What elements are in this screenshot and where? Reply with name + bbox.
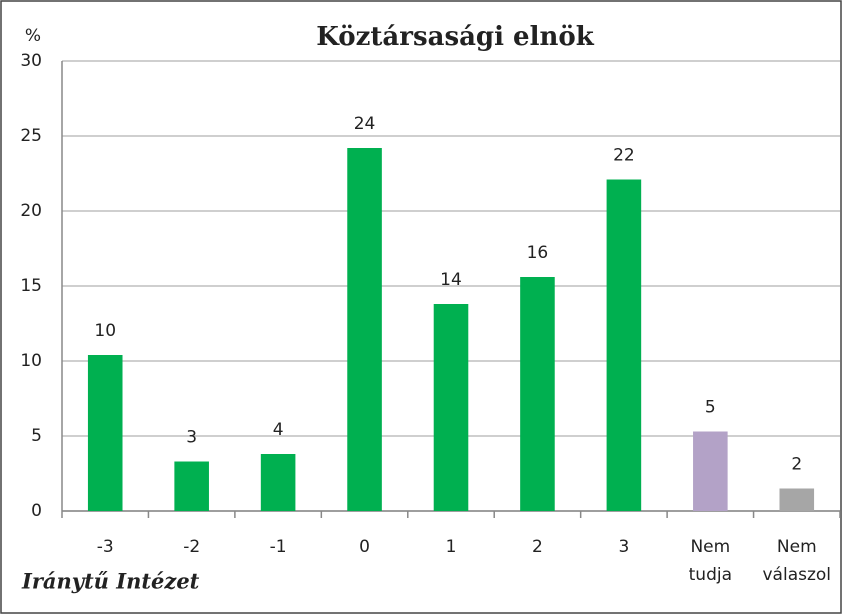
y-axis-label: %: [25, 26, 41, 46]
y-tick-label: 10: [20, 351, 42, 371]
data-label: 22: [613, 146, 635, 166]
y-tick-label: 0: [31, 501, 42, 521]
chart-title: Köztársasági elnök: [316, 22, 594, 52]
data-label: 5: [705, 398, 716, 418]
bar: [174, 461, 209, 511]
bar: [779, 488, 815, 511]
y-tick-label: 25: [20, 126, 42, 146]
y-tick-label: 20: [20, 201, 42, 221]
y-tick-label: 5: [31, 426, 42, 446]
x-tick-label: 3: [618, 537, 629, 557]
x-tick-label: -2: [183, 537, 200, 557]
y-tick-label: 15: [20, 276, 42, 296]
bar: [520, 277, 555, 511]
y-tick-label: 30: [20, 51, 42, 71]
x-tick-label: 0: [359, 537, 370, 557]
x-tick-label: -1: [270, 537, 287, 557]
annotation: Iránytű Intézet: [21, 569, 200, 594]
data-label: 10: [94, 321, 116, 341]
bar: [433, 304, 469, 511]
data-label: 2: [791, 455, 802, 475]
data-label: 16: [527, 243, 549, 263]
bar: [260, 454, 296, 511]
data-label: 3: [186, 428, 197, 448]
x-tick-label: Nem válaszol: [763, 537, 832, 585]
x-tick-label: 1: [446, 537, 457, 557]
bar: [606, 179, 642, 511]
x-tick-label: 2: [532, 537, 543, 557]
bar: [693, 431, 728, 511]
data-label: 14: [440, 270, 462, 290]
x-tick-label: Nem tudja: [689, 537, 732, 585]
data-label: 24: [354, 114, 376, 134]
bar: [347, 148, 382, 511]
x-tick-label: -3: [97, 537, 114, 557]
bar: [87, 355, 123, 511]
data-label: 4: [273, 420, 284, 440]
